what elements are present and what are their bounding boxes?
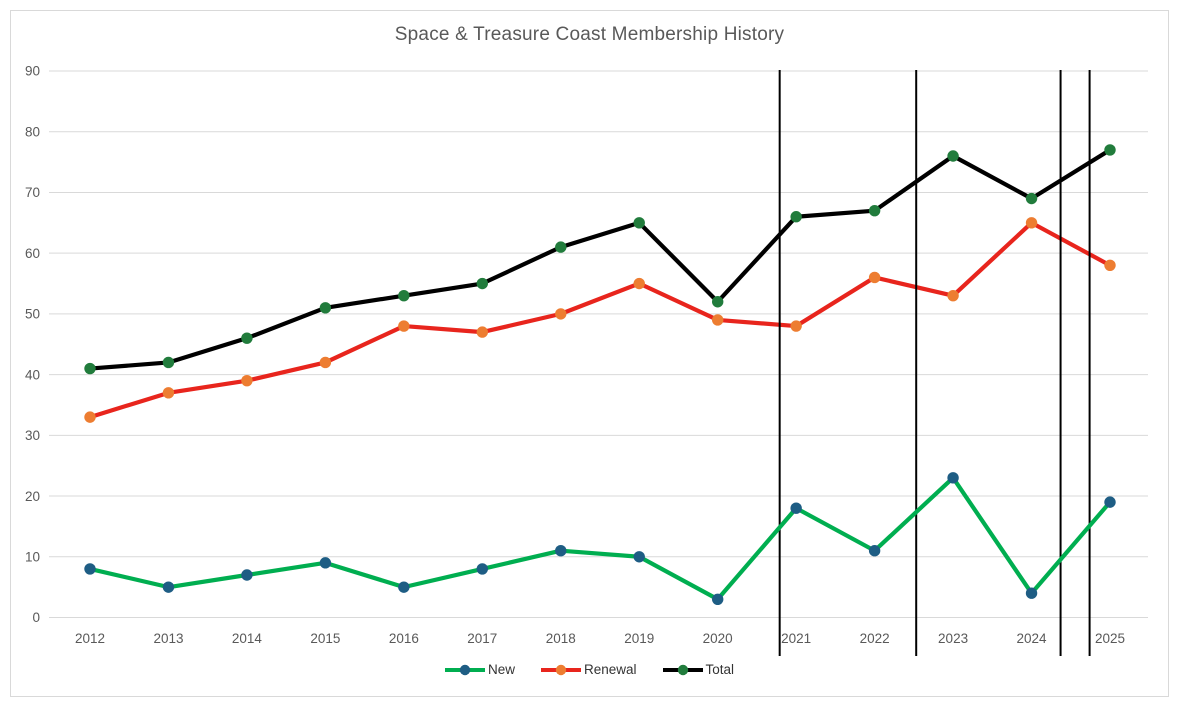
data-point-new <box>84 563 96 575</box>
y-axis-tick-label: 50 <box>25 307 40 322</box>
data-point-new <box>633 551 645 563</box>
data-point-renewal <box>555 308 567 320</box>
data-point-total <box>711 296 724 308</box>
y-axis-tick-label: 0 <box>32 610 40 625</box>
x-axis-tick-label: 2024 <box>1017 631 1048 646</box>
y-axis-tick-label: 60 <box>25 246 40 261</box>
data-point-total <box>84 362 96 375</box>
data-point-renewal <box>162 387 175 399</box>
legend-item-renewal: Renewal <box>540 662 637 677</box>
data-point-renewal <box>1104 259 1116 272</box>
legend-swatch-new-icon <box>444 664 485 675</box>
x-axis-tick-label: 2023 <box>938 631 968 646</box>
legend-item-new: New <box>444 662 515 677</box>
data-point-new <box>1104 496 1116 508</box>
legend-swatch-renewal-icon <box>540 664 581 675</box>
legend-marker-icon <box>459 664 471 675</box>
x-axis-tick-label: 2016 <box>389 631 419 646</box>
series-line-renewal <box>87 220 1113 420</box>
data-point-new <box>398 581 410 593</box>
chart-title: Space & Treasure Coast Membership Histor… <box>394 24 785 45</box>
data-point-total <box>476 277 489 290</box>
legend-label: Renewal <box>583 662 637 677</box>
legend-marker-icon <box>677 664 688 675</box>
data-point-renewal <box>398 320 410 332</box>
data-point-total <box>555 241 567 253</box>
y-axis-tick-label: 40 <box>25 367 40 382</box>
data-point-total <box>319 302 332 314</box>
data-point-new <box>711 593 724 605</box>
data-point-renewal <box>241 374 253 387</box>
data-point-renewal <box>790 320 802 332</box>
data-point-total <box>790 211 802 223</box>
legend-swatch-total-icon <box>662 664 703 675</box>
data-point-renewal <box>711 314 724 326</box>
data-point-new <box>1025 587 1038 599</box>
data-point-renewal <box>947 289 959 302</box>
data-point-total <box>1025 192 1038 205</box>
legend-label: New <box>487 662 515 677</box>
x-axis-tick-label: 2020 <box>703 631 733 646</box>
data-point-renewal <box>476 326 489 338</box>
data-point-renewal <box>84 411 96 423</box>
data-point-new <box>319 557 332 569</box>
data-point-new <box>555 545 567 557</box>
data-point-total <box>947 150 959 162</box>
x-axis-tick-label: 2021 <box>781 631 811 646</box>
data-point-total <box>1104 144 1116 156</box>
data-point-total <box>162 356 175 369</box>
chart-legend: New Renewal Total <box>0 662 1179 677</box>
data-point-renewal <box>633 277 645 290</box>
data-point-new <box>790 502 802 514</box>
y-axis-tick-label: 70 <box>25 185 40 200</box>
data-point-new <box>476 563 489 575</box>
x-axis-tick-label: 2019 <box>624 631 654 646</box>
series-line-total <box>87 147 1113 371</box>
legend-item-total: Total <box>662 662 735 677</box>
data-point-new <box>162 581 175 593</box>
data-point-renewal <box>319 356 332 369</box>
y-axis-tick-label: 90 <box>25 64 40 79</box>
data-point-renewal <box>868 271 881 284</box>
x-axis-tick-label: 2014 <box>232 631 263 646</box>
x-axis-tick-label: 2018 <box>546 631 576 646</box>
x-axis-tick-label: 2013 <box>153 631 183 646</box>
data-point-new <box>241 569 253 581</box>
x-axis-tick-label: 2017 <box>467 631 497 646</box>
data-point-total <box>633 217 645 229</box>
data-point-total <box>868 204 881 217</box>
y-axis-tick-label: 30 <box>25 428 40 443</box>
x-axis-tick-label: 2022 <box>860 631 890 646</box>
x-axis-tick-label: 2015 <box>310 631 340 646</box>
y-axis-tick-label: 20 <box>25 489 40 504</box>
data-point-new <box>947 472 959 484</box>
data-point-total <box>241 332 253 344</box>
x-axis-tick-label: 2012 <box>75 631 105 646</box>
legend-label: Total <box>705 662 735 677</box>
data-point-total <box>398 289 410 302</box>
y-axis-tick-label: 80 <box>25 124 40 139</box>
series-line-new <box>87 475 1113 602</box>
y-axis-tick-label: 10 <box>25 549 40 564</box>
data-point-renewal <box>1025 217 1038 229</box>
x-axis-tick-label: 2025 <box>1095 631 1125 646</box>
legend-marker-icon <box>555 664 567 675</box>
data-point-new <box>868 545 881 557</box>
